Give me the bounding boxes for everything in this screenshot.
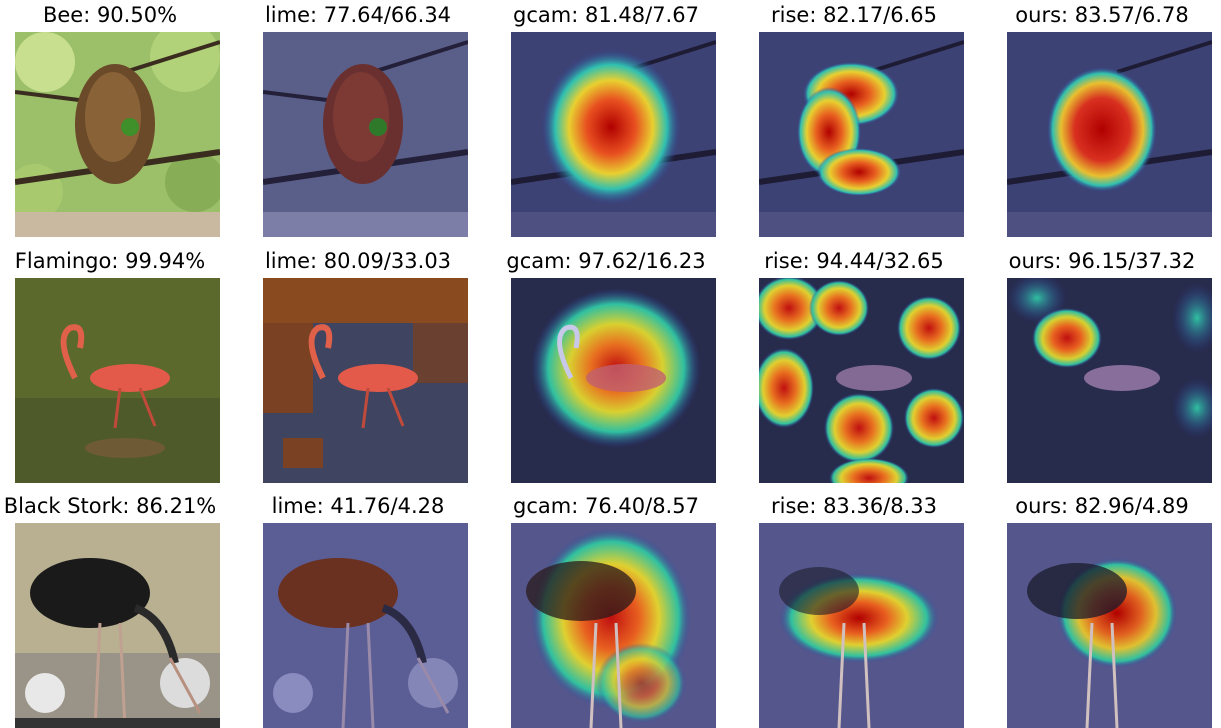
bee-gcam-map [511, 32, 716, 237]
panel-title: lime: 80.09/33.03 [264, 249, 452, 273]
flamingo-image [15, 278, 220, 483]
bee-ours-map [1007, 32, 1212, 237]
flamingo-ours-map [1007, 278, 1212, 483]
panel-title: gcam: 76.40/8.57 [513, 494, 699, 518]
panel-title: rise: 82.17/6.65 [770, 3, 938, 27]
bee-image [15, 32, 220, 237]
flamingo-rise-map [759, 278, 964, 483]
bee-lime-map [263, 32, 468, 237]
panel-title: gcam: 97.62/16.23 [506, 249, 706, 273]
flamingo-gcam-map [511, 278, 716, 483]
stork-lime-map [263, 523, 468, 728]
bee-rise-map [759, 32, 964, 237]
stork-rise-map [759, 523, 964, 728]
flamingo-lime-map [263, 278, 468, 483]
panel-title: ours: 82.96/4.89 [1015, 494, 1189, 518]
panel-title: lime: 41.76/4.28 [271, 494, 445, 518]
stork-ours-map [1007, 523, 1212, 728]
panel-title: gcam: 81.48/7.67 [513, 3, 699, 27]
panel-title: Black Stork: 86.21% [3, 494, 217, 518]
panel-title: ours: 96.15/37.32 [1008, 249, 1196, 273]
panel-title: ours: 83.57/6.78 [1015, 3, 1189, 27]
stork-gcam-map [511, 523, 716, 728]
panel-title: rise: 83.36/8.33 [770, 494, 938, 518]
panel-title: Bee: 90.50% [42, 3, 178, 27]
panel-title: rise: 94.44/32.65 [764, 249, 944, 273]
panel-title: lime: 77.64/66.34 [264, 3, 452, 27]
stork-image [15, 523, 220, 728]
panel-title: Flamingo: 99.94% [14, 249, 206, 273]
